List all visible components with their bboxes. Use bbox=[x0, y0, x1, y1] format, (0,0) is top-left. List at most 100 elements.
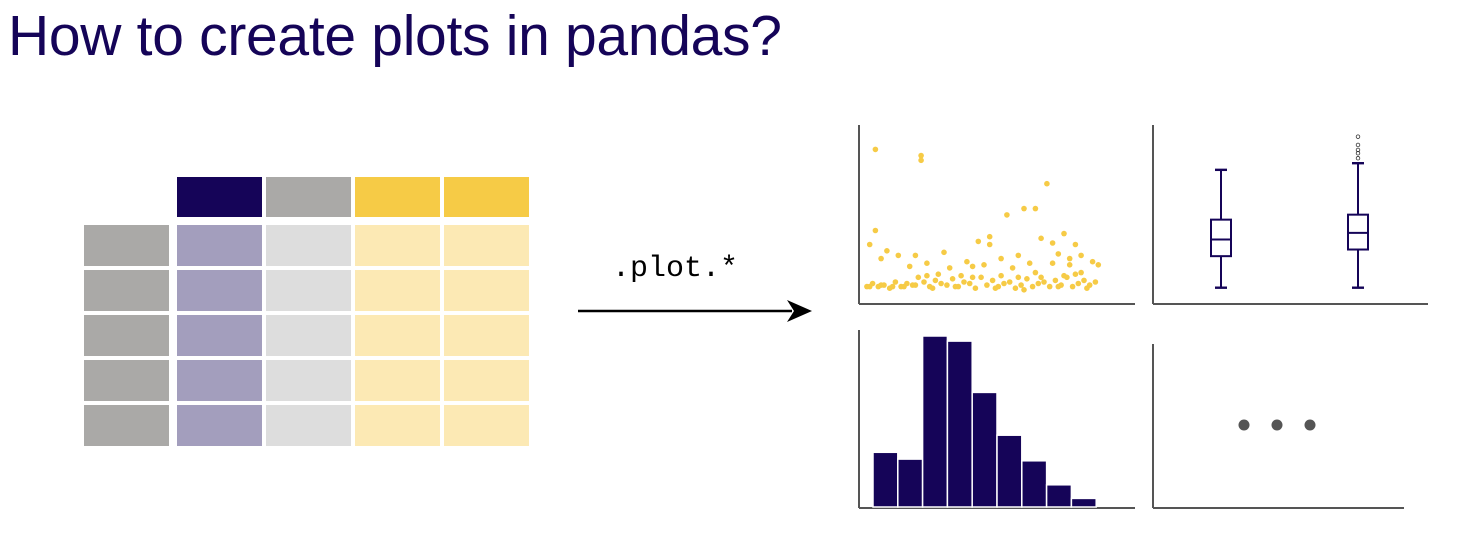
plot-method-label: .plot.* bbox=[612, 252, 739, 286]
table-cell bbox=[177, 405, 262, 446]
scatter-point bbox=[1024, 276, 1030, 282]
histogram-bar bbox=[1021, 460, 1048, 508]
table-cell bbox=[266, 315, 351, 356]
scatter-point bbox=[1038, 274, 1044, 281]
scatter-point bbox=[944, 282, 950, 288]
scatter-point bbox=[884, 248, 890, 254]
table-cell bbox=[444, 360, 529, 401]
table-cell bbox=[266, 360, 351, 401]
scatter-point bbox=[889, 283, 896, 290]
table-header-cell bbox=[266, 177, 351, 217]
scatter-point bbox=[1066, 255, 1073, 262]
scatter-point bbox=[998, 255, 1004, 262]
scatter-point bbox=[1081, 277, 1087, 284]
table-cell bbox=[177, 225, 262, 266]
scatter-point bbox=[969, 274, 976, 281]
scatter-point bbox=[895, 252, 902, 259]
table-index-cell bbox=[84, 360, 169, 401]
table-cell bbox=[177, 360, 262, 401]
scatter-point bbox=[878, 255, 884, 262]
scatter-point bbox=[1035, 280, 1042, 287]
scatter-point bbox=[1092, 279, 1099, 285]
scatter-point bbox=[978, 274, 984, 281]
scatter-point bbox=[915, 274, 922, 281]
table-cell bbox=[266, 225, 351, 266]
table-index-cell bbox=[84, 315, 169, 356]
scatter-point bbox=[901, 283, 907, 290]
scatter-point bbox=[932, 277, 939, 284]
scatter-point bbox=[984, 282, 990, 288]
box-body bbox=[1210, 218, 1232, 258]
scatter-point bbox=[918, 157, 924, 164]
scatter-point bbox=[1052, 277, 1059, 284]
scatter-point bbox=[1018, 282, 1024, 288]
scatter-point bbox=[946, 265, 953, 271]
scatter-point bbox=[872, 146, 879, 153]
histogram-bar bbox=[971, 391, 998, 508]
ellipsis-dot bbox=[1238, 419, 1250, 431]
scatter-point bbox=[1004, 212, 1010, 218]
histogram-plot bbox=[858, 330, 1135, 509]
scatter-point bbox=[1055, 251, 1062, 257]
page-title: How to create plots in pandas? bbox=[8, 4, 782, 68]
table-cell bbox=[355, 225, 440, 266]
table-cell bbox=[177, 315, 262, 356]
scatter-point bbox=[1026, 260, 1033, 267]
histogram-bar bbox=[872, 451, 899, 508]
scatter-point bbox=[929, 285, 936, 292]
scatter-point bbox=[866, 241, 873, 248]
table-cell bbox=[444, 315, 529, 356]
table-cell bbox=[355, 315, 440, 356]
scatter-point bbox=[878, 282, 884, 288]
scatter-point bbox=[924, 272, 930, 279]
scatter-point bbox=[1095, 262, 1102, 268]
scatter-point bbox=[1069, 283, 1076, 290]
scatter-point bbox=[1075, 280, 1082, 287]
scatter-point bbox=[1049, 260, 1056, 267]
scatter-point bbox=[1029, 283, 1036, 290]
ellipsis-dot bbox=[1304, 419, 1316, 431]
table-header-cell bbox=[444, 177, 529, 217]
scatter-point bbox=[1006, 279, 1013, 285]
scatter-point bbox=[892, 279, 899, 285]
scatter-point bbox=[958, 272, 964, 279]
scatter-point bbox=[986, 241, 993, 248]
scatter-point bbox=[866, 283, 873, 290]
table-header-cell bbox=[177, 177, 262, 217]
scatter-point bbox=[1015, 252, 1022, 259]
table-cell bbox=[444, 225, 529, 266]
scatter-point bbox=[938, 280, 944, 287]
scatter-point bbox=[1044, 180, 1050, 187]
scatter-point bbox=[912, 252, 919, 259]
scatter-point bbox=[961, 279, 967, 285]
scatter-point bbox=[952, 283, 959, 290]
scatter-point bbox=[1078, 269, 1084, 276]
table-cell bbox=[444, 270, 529, 311]
scatter-point bbox=[1046, 283, 1053, 290]
scatter-plot bbox=[858, 125, 1135, 305]
scatter-point bbox=[1012, 285, 1019, 292]
table-cell bbox=[355, 405, 440, 446]
table-cell bbox=[266, 270, 351, 311]
scatter-point bbox=[1041, 279, 1047, 285]
scatter-point bbox=[1021, 205, 1027, 212]
box-outlier bbox=[1355, 156, 1361, 161]
box-outlier bbox=[1355, 147, 1361, 153]
histogram-bar bbox=[897, 458, 924, 508]
scatter-point bbox=[1089, 258, 1096, 265]
scatter-point bbox=[989, 277, 996, 284]
histogram-bar bbox=[921, 335, 949, 508]
scatter-point bbox=[1009, 265, 1016, 271]
scatter-point bbox=[986, 233, 993, 240]
scatter-point bbox=[1021, 287, 1027, 293]
scatter-point bbox=[1001, 280, 1007, 287]
table-cell bbox=[355, 270, 440, 311]
table-cell bbox=[355, 360, 440, 401]
scatter-point bbox=[1084, 285, 1090, 292]
scatter-point bbox=[964, 258, 970, 265]
scatter-point bbox=[918, 152, 924, 159]
ellipsis-icon bbox=[1238, 419, 1316, 431]
